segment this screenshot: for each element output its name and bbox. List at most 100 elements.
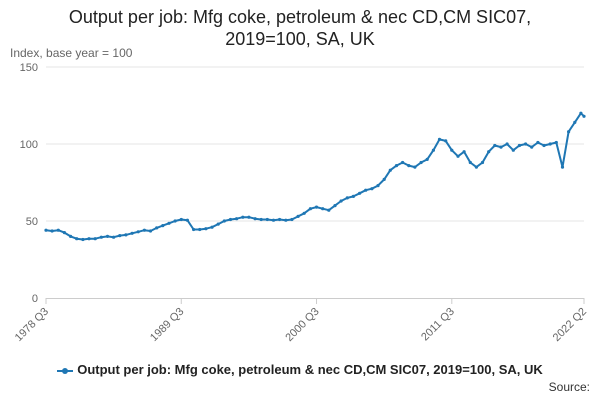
data-point[interactable] [358, 191, 362, 195]
data-point[interactable] [253, 217, 257, 221]
data-point[interactable] [112, 235, 116, 239]
data-point[interactable] [388, 168, 392, 172]
data-point[interactable] [118, 234, 122, 238]
data-point[interactable] [567, 130, 571, 134]
data-point[interactable] [44, 228, 48, 232]
data-point[interactable] [511, 148, 515, 152]
data-point[interactable] [524, 142, 528, 146]
data-point[interactable] [437, 137, 442, 141]
data-point[interactable] [413, 165, 417, 169]
data-point[interactable] [425, 157, 429, 161]
data-point[interactable] [179, 217, 183, 222]
data-point[interactable] [296, 214, 300, 218]
data-point[interactable] [302, 211, 306, 215]
data-point[interactable] [265, 217, 269, 222]
y-tick-label: 150 [20, 62, 38, 74]
legend-swatch [57, 366, 74, 376]
data-point[interactable] [499, 145, 503, 149]
data-point[interactable] [333, 204, 337, 208]
data-point[interactable] [130, 231, 134, 235]
data-point[interactable] [376, 184, 380, 188]
data-point[interactable] [419, 160, 423, 165]
data-point[interactable] [235, 217, 239, 221]
data-point[interactable] [278, 217, 282, 222]
data-point[interactable] [204, 227, 208, 231]
data-point[interactable] [480, 160, 485, 165]
data-point[interactable] [582, 114, 586, 118]
data-point[interactable] [185, 218, 189, 222]
data-point[interactable] [124, 233, 128, 237]
data-point[interactable] [314, 205, 319, 209]
data-point[interactable] [339, 199, 343, 203]
data-point[interactable] [401, 160, 405, 165]
data-point[interactable] [284, 218, 288, 222]
data-point[interactable] [542, 143, 546, 148]
data-point[interactable] [327, 208, 331, 212]
data-point[interactable] [167, 221, 171, 225]
data-point[interactable] [99, 235, 103, 239]
data-point[interactable] [517, 143, 522, 148]
data-point[interactable] [474, 165, 478, 169]
data-point[interactable] [431, 148, 435, 152]
data-point[interactable] [308, 207, 312, 211]
data-point[interactable] [69, 234, 73, 238]
data-point[interactable] [198, 227, 202, 232]
data-point[interactable] [487, 150, 491, 154]
data-point[interactable] [93, 237, 97, 241]
data-point[interactable] [321, 207, 325, 211]
data-point[interactable] [462, 150, 466, 154]
gridlines [46, 66, 584, 222]
data-point[interactable] [579, 111, 583, 115]
data-point[interactable] [468, 160, 472, 165]
data-point[interactable] [87, 237, 91, 241]
data-point[interactable] [210, 225, 214, 229]
data-point[interactable] [560, 165, 565, 169]
data-point[interactable] [62, 231, 66, 235]
data-point[interactable] [155, 226, 159, 230]
data-point[interactable] [50, 229, 54, 233]
data-point[interactable] [105, 234, 110, 238]
y-tick-label: 100 [20, 139, 38, 151]
data-point[interactable] [345, 196, 349, 200]
data-point[interactable] [222, 219, 226, 223]
data-point[interactable] [450, 148, 454, 152]
data-point[interactable] [351, 194, 355, 198]
data-point[interactable] [407, 164, 411, 168]
chart-title-line-2: 2019=100, SA, UK [225, 29, 375, 49]
data-point[interactable] [161, 224, 165, 228]
legend-swatch-dot [62, 367, 69, 374]
data-point[interactable] [548, 142, 552, 146]
data-point[interactable] [382, 177, 386, 181]
data-point[interactable] [554, 140, 558, 145]
data-point[interactable] [56, 228, 60, 232]
data-point[interactable] [81, 237, 85, 242]
data-point[interactable] [75, 237, 79, 241]
data-point[interactable] [173, 219, 177, 223]
data-point[interactable] [241, 215, 245, 219]
y-axis-unit-label: Index, base year = 100 [10, 46, 133, 60]
data-point[interactable] [505, 142, 509, 146]
data-point[interactable] [536, 140, 540, 145]
x-tick-label: 2022 Q2 [551, 306, 589, 344]
data-point[interactable] [259, 217, 263, 222]
y-tick-label: 50 [26, 216, 38, 228]
data-point[interactable] [271, 218, 276, 222]
data-point[interactable] [456, 154, 460, 158]
data-point[interactable] [444, 139, 448, 143]
data-point[interactable] [228, 217, 233, 222]
x-tick-label: 2011 Q3 [419, 306, 457, 344]
data-point[interactable] [394, 164, 399, 168]
data-point[interactable] [364, 188, 368, 192]
data-point[interactable] [530, 145, 534, 149]
data-point[interactable] [148, 229, 153, 233]
data-point[interactable] [370, 187, 374, 191]
data-point[interactable] [192, 227, 196, 232]
data-point[interactable] [247, 215, 251, 219]
data-point[interactable] [290, 217, 294, 222]
data-point[interactable] [573, 120, 577, 124]
data-point[interactable] [142, 228, 146, 232]
data-point[interactable] [216, 222, 220, 226]
data-point[interactable] [136, 230, 140, 234]
data-point[interactable] [493, 143, 497, 148]
legend[interactable]: Output per job: Mfg coke, petroleum & ne… [0, 362, 600, 377]
